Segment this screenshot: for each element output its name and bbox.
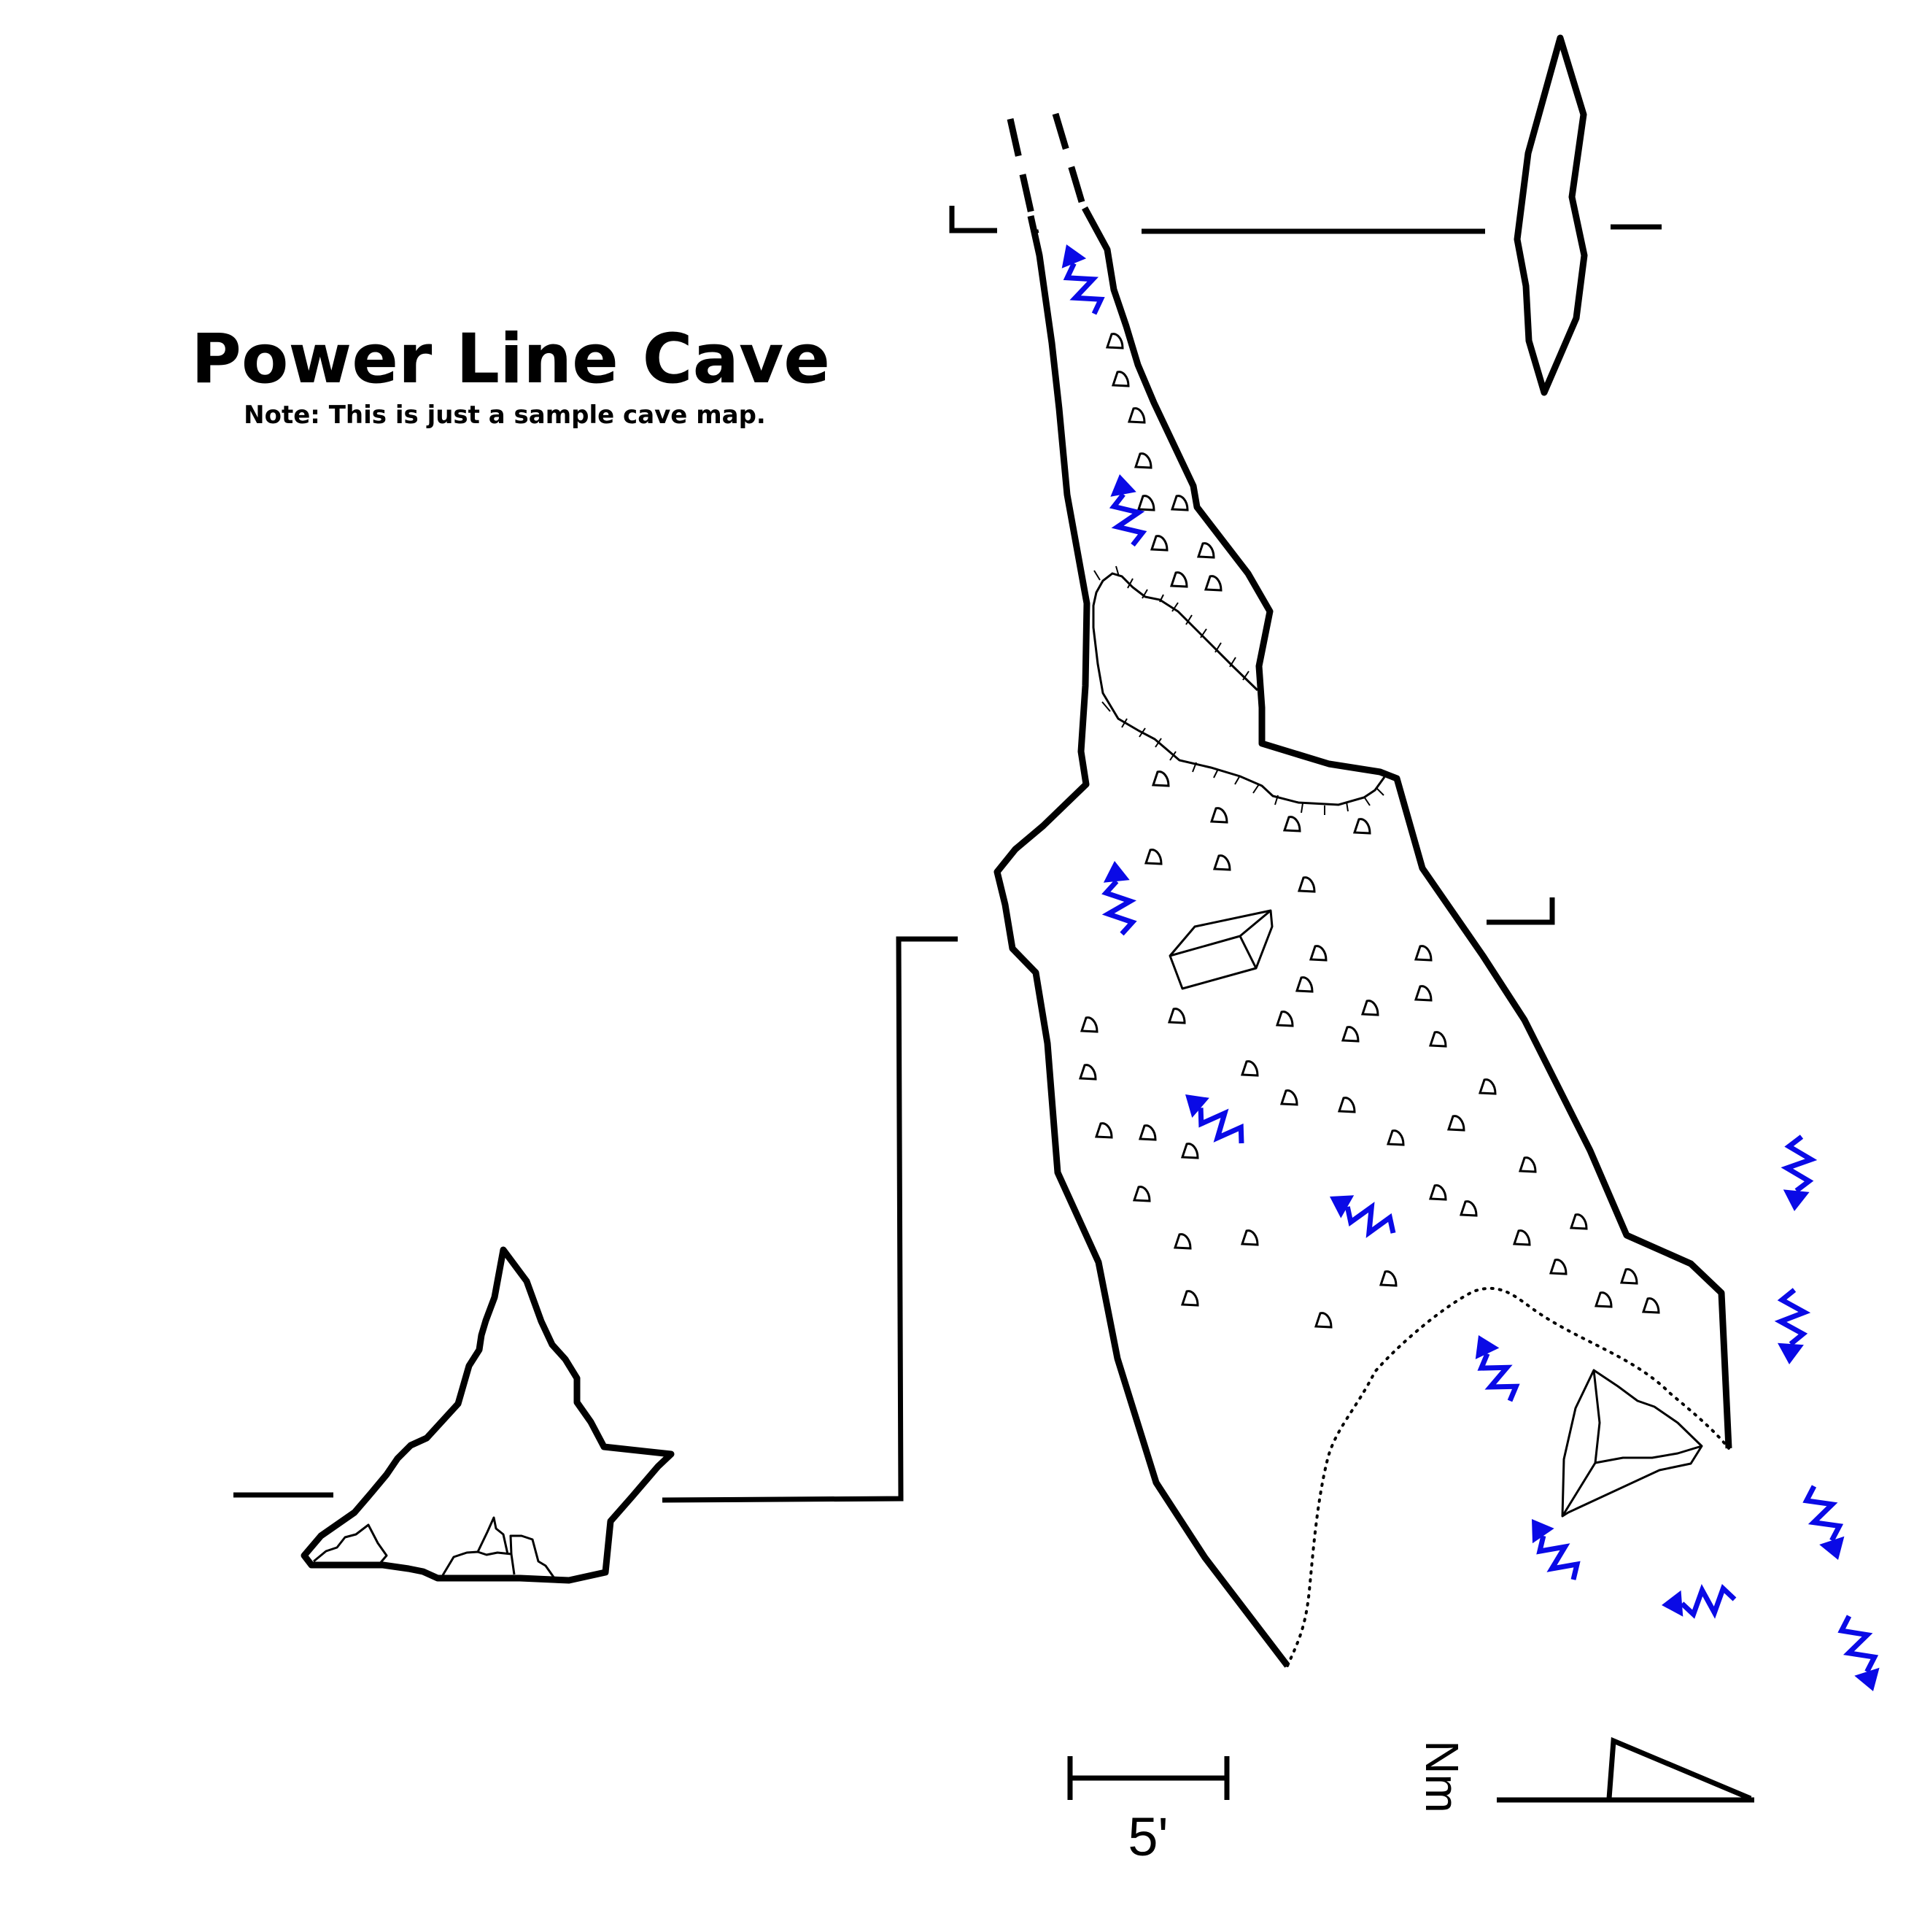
floor-texture-mark <box>1549 1259 1568 1275</box>
floor-texture-mark <box>1446 1115 1465 1132</box>
airflow-arrow <box>1185 1094 1244 1144</box>
cross-section-profile-upper <box>1514 34 1588 396</box>
floor-texture-mark <box>1209 807 1228 824</box>
floor-texture-mark <box>1150 535 1169 552</box>
floor-texture-mark <box>1360 1000 1379 1016</box>
section-line-lower <box>662 936 958 1503</box>
rubble-rock-peak <box>476 1516 509 1555</box>
floor-texture-mark <box>1414 945 1433 962</box>
floor-texture-mark <box>1295 976 1314 993</box>
floor-texture-mark <box>1240 1060 1259 1077</box>
floor-texture-mark <box>1594 1291 1613 1308</box>
airflow-arrow <box>1330 1195 1396 1238</box>
breakdown-block-upper <box>1169 909 1274 990</box>
floor-texture-mark <box>1138 1124 1157 1141</box>
breakdown-block-lower <box>1561 1369 1703 1518</box>
cave-plan <box>993 112 1880 1691</box>
airflow-arrow <box>1837 1615 1880 1691</box>
floor-texture-mark <box>1170 495 1189 511</box>
floor-texture-mark <box>1297 876 1316 893</box>
floor-texture-mark <box>1428 1031 1447 1048</box>
airflow-arrows <box>1061 244 1880 1691</box>
floor-texture-mark <box>1094 1122 1113 1139</box>
airflow-arrow <box>1101 861 1137 936</box>
ledge-ticks <box>1093 565 1384 815</box>
airflow-arrow <box>1781 1135 1818 1211</box>
floor-texture-mark <box>1173 1233 1192 1250</box>
floor-texture-mark <box>1309 945 1328 962</box>
floor-texture-mark <box>1111 371 1130 387</box>
floor-texture-mark <box>1275 1011 1294 1027</box>
cave-wall-right <box>1082 206 1732 1449</box>
airflow-arrow <box>1109 474 1147 547</box>
map-title: Power Line Cave <box>191 320 830 399</box>
drip-line <box>1286 1286 1730 1667</box>
floor-texture-mark <box>1641 1297 1660 1314</box>
north-label: Nm <box>1416 1740 1468 1813</box>
floor-texture-mark <box>1078 1064 1097 1081</box>
scale-bar: 5' <box>1067 1756 1230 1867</box>
cross-section-lines <box>233 206 1662 1503</box>
airflow-arrow <box>1774 1288 1811 1364</box>
floor-texture-mark <box>1337 1097 1356 1113</box>
floor-texture-mark <box>1127 407 1146 424</box>
floor-texture-mark <box>1459 1200 1478 1217</box>
airflow-arrow <box>1802 1485 1845 1560</box>
section-marker-upper-left <box>949 206 997 233</box>
floor-texture-mark <box>1204 575 1223 592</box>
floor-texture-mark <box>1196 542 1215 559</box>
floor-texture-mark <box>1180 1290 1199 1307</box>
floor-texture-mark <box>1105 333 1124 349</box>
floor-texture-mark <box>1352 818 1371 835</box>
airflow-arrow <box>1061 244 1105 315</box>
floor-texture-mark <box>1619 1268 1638 1285</box>
floor-texture-mark <box>1212 854 1231 871</box>
floor-texture-mark <box>1478 1078 1497 1095</box>
rubble-rock-left <box>313 1523 388 1566</box>
floor-texture-mark <box>1379 1270 1398 1287</box>
airflow-arrow <box>1532 1519 1581 1580</box>
cave-wall-left <box>993 215 1290 1668</box>
rubble-rock-right <box>509 1534 556 1579</box>
floor-texture-mark <box>1314 1312 1333 1329</box>
floor-texture-mark <box>1414 985 1433 1002</box>
rubble-rock-center <box>441 1550 516 1576</box>
floor-texture-mark <box>1132 1186 1151 1202</box>
floor-texture-mark <box>1341 1026 1360 1043</box>
ledge-outline <box>1092 572 1386 806</box>
floor-texture-mark <box>1428 1184 1447 1201</box>
floor-texture-mark <box>1386 1129 1405 1146</box>
floor-texture <box>1078 333 1660 1329</box>
floor-texture-mark <box>1167 1008 1186 1024</box>
floor-texture-mark <box>1240 1229 1259 1246</box>
airflow-arrow <box>1475 1335 1520 1402</box>
floor-texture-mark <box>1279 1089 1298 1106</box>
floor-texture-mark <box>1569 1213 1588 1230</box>
north-arrow: Nm <box>1416 1736 1754 1813</box>
floor-texture-mark <box>1134 452 1152 469</box>
cross-section-profile-lower <box>301 1246 675 1584</box>
scale-label: 5' <box>1128 1807 1168 1867</box>
floor-texture-mark <box>1080 1016 1099 1033</box>
section-marker-mid-right <box>1487 897 1555 925</box>
floor-texture-mark <box>1144 849 1163 865</box>
floor-texture-mark <box>1180 1143 1199 1159</box>
floor-texture-mark <box>1518 1156 1537 1173</box>
entrance-continuation <box>1007 112 1090 234</box>
floor-texture-mark <box>1136 495 1155 511</box>
map-note: Note: This is just a sample cave map. <box>244 401 766 430</box>
floor-texture-mark <box>1151 770 1170 787</box>
airflow-arrow <box>1662 1583 1737 1619</box>
floor-texture-mark <box>1282 816 1301 832</box>
floor-texture-mark <box>1512 1229 1531 1246</box>
floor-texture-mark <box>1169 571 1188 588</box>
